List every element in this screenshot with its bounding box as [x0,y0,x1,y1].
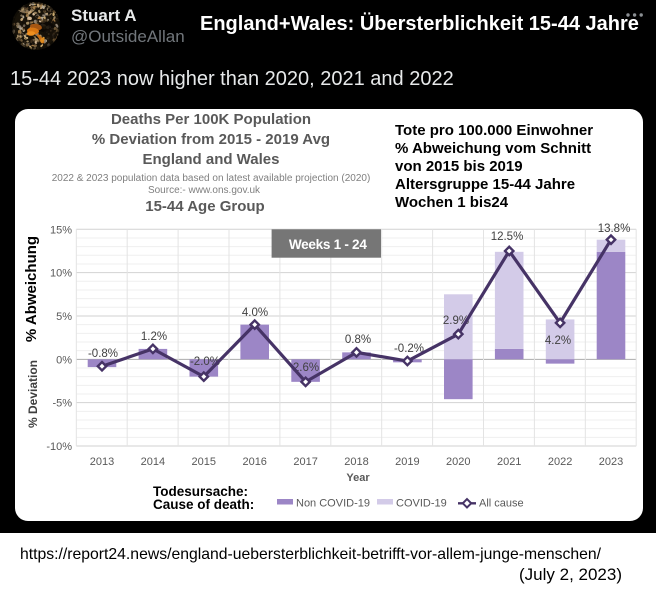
svg-text:2017: 2017 [293,456,317,468]
svg-text:10%: 10% [50,268,72,280]
svg-text:Year: Year [346,472,370,484]
svg-text:% Deviation: % Deviation [26,360,40,428]
svg-text:15%: 15% [50,224,72,236]
svg-text:4.2%: 4.2% [545,335,571,347]
svg-text:0.8%: 0.8% [345,334,371,346]
svg-text:2013: 2013 [90,456,114,468]
svg-text:% Abweichung: % Abweichung [23,236,40,342]
svg-text:2023: 2023 [599,456,623,468]
svg-text:2019: 2019 [395,456,419,468]
svg-text:2.9%: 2.9% [443,315,469,327]
svg-text:13.8%: 13.8% [598,223,631,235]
svg-text:12.5%: 12.5% [491,231,524,243]
svg-text:4.0%: 4.0% [242,307,268,319]
svg-text:2.6%: 2.6% [293,362,319,374]
svg-text:Cause of death:: Cause of death: [153,497,254,512]
svg-text:2016: 2016 [242,456,266,468]
svg-text:0%: 0% [56,354,72,366]
svg-text:5%: 5% [56,311,72,323]
svg-text:2022: 2022 [548,456,572,468]
svg-text:2018: 2018 [344,456,368,468]
svg-text:Todesursache:: Todesursache: [153,484,248,499]
svg-text:2014: 2014 [141,456,165,468]
svg-text:2021: 2021 [497,456,521,468]
svg-text:-0.8%: -0.8% [88,348,118,360]
svg-text:-5%: -5% [52,398,72,410]
svg-text:1.2%: 1.2% [141,331,167,343]
svg-text:All cause: All cause [479,498,524,510]
svg-text:COVID-19: COVID-19 [396,498,447,510]
svg-text:-0.2%: -0.2% [394,343,424,355]
svg-text:2020: 2020 [446,456,470,468]
svg-text:Non COVID-19: Non COVID-19 [296,498,370,510]
svg-text:Weeks 1 - 24: Weeks 1 - 24 [289,237,368,252]
svg-text:-10%: -10% [46,441,72,453]
svg-text:2015: 2015 [192,456,216,468]
svg-text:-2.0%: -2.0% [190,356,220,368]
